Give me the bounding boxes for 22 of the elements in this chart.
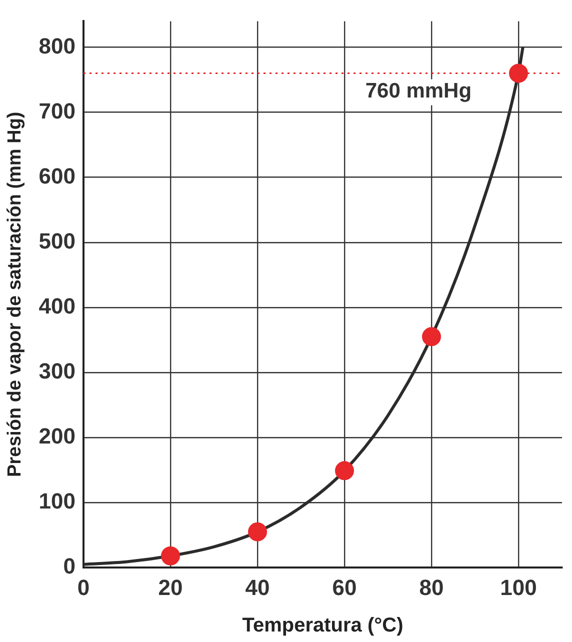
x-tick-label: 60 bbox=[332, 574, 357, 600]
y-tick-label: 0 bbox=[63, 554, 76, 579]
y-tick-label: 200 bbox=[38, 424, 76, 449]
y-axis-title: Presión de vapor de saturación (mm Hg) bbox=[4, 112, 26, 478]
x-tick-label: 100 bbox=[500, 574, 537, 600]
ref-line-label: 760 mmHg bbox=[365, 80, 472, 103]
y-tick-label: 700 bbox=[38, 98, 76, 124]
y-tick-label: 400 bbox=[38, 293, 76, 318]
point bbox=[335, 461, 354, 480]
point bbox=[422, 327, 441, 346]
y-tick-label: 300 bbox=[38, 358, 76, 384]
x-tick-label: 20 bbox=[158, 574, 183, 600]
x-tick-label: 40 bbox=[245, 574, 270, 600]
point bbox=[161, 546, 180, 566]
x-tick-label: 80 bbox=[419, 574, 444, 600]
y-tick-label: 600 bbox=[38, 163, 76, 188]
y-tick-label: 500 bbox=[38, 228, 76, 254]
x-axis-title: Temperatura (°C) bbox=[242, 614, 404, 637]
point bbox=[509, 64, 528, 83]
y-tick-label: 100 bbox=[38, 488, 76, 514]
y-tick-label: 800 bbox=[38, 33, 76, 58]
point bbox=[248, 522, 268, 542]
